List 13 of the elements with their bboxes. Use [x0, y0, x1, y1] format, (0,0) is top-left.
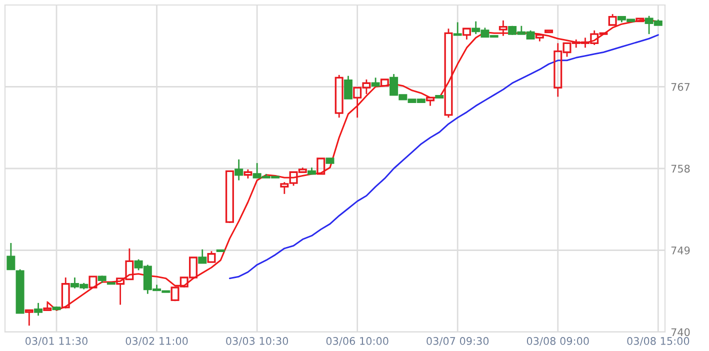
x-tick-label: 03/06 10:00: [326, 337, 388, 346]
y-tick-label: 749: [671, 246, 690, 254]
x-tick-label: 03/07 09:30: [426, 337, 489, 346]
y-tick-label: 767: [671, 82, 690, 91]
x-tick-label: 03/03 10:30: [226, 337, 288, 346]
x-tick-label: 03/01 11:30: [26, 337, 88, 346]
x-tick-label: 03/08 09:00: [526, 337, 589, 346]
x-tick-label: 03/02 11:00: [126, 337, 188, 346]
candlestick: [234, 158, 244, 182]
y-tick-label: 740: [671, 328, 690, 336]
line-series: [228, 34, 659, 280]
y-tick-label: 758: [671, 164, 690, 173]
x-tick-label: 03/08 15:00: [627, 337, 690, 346]
